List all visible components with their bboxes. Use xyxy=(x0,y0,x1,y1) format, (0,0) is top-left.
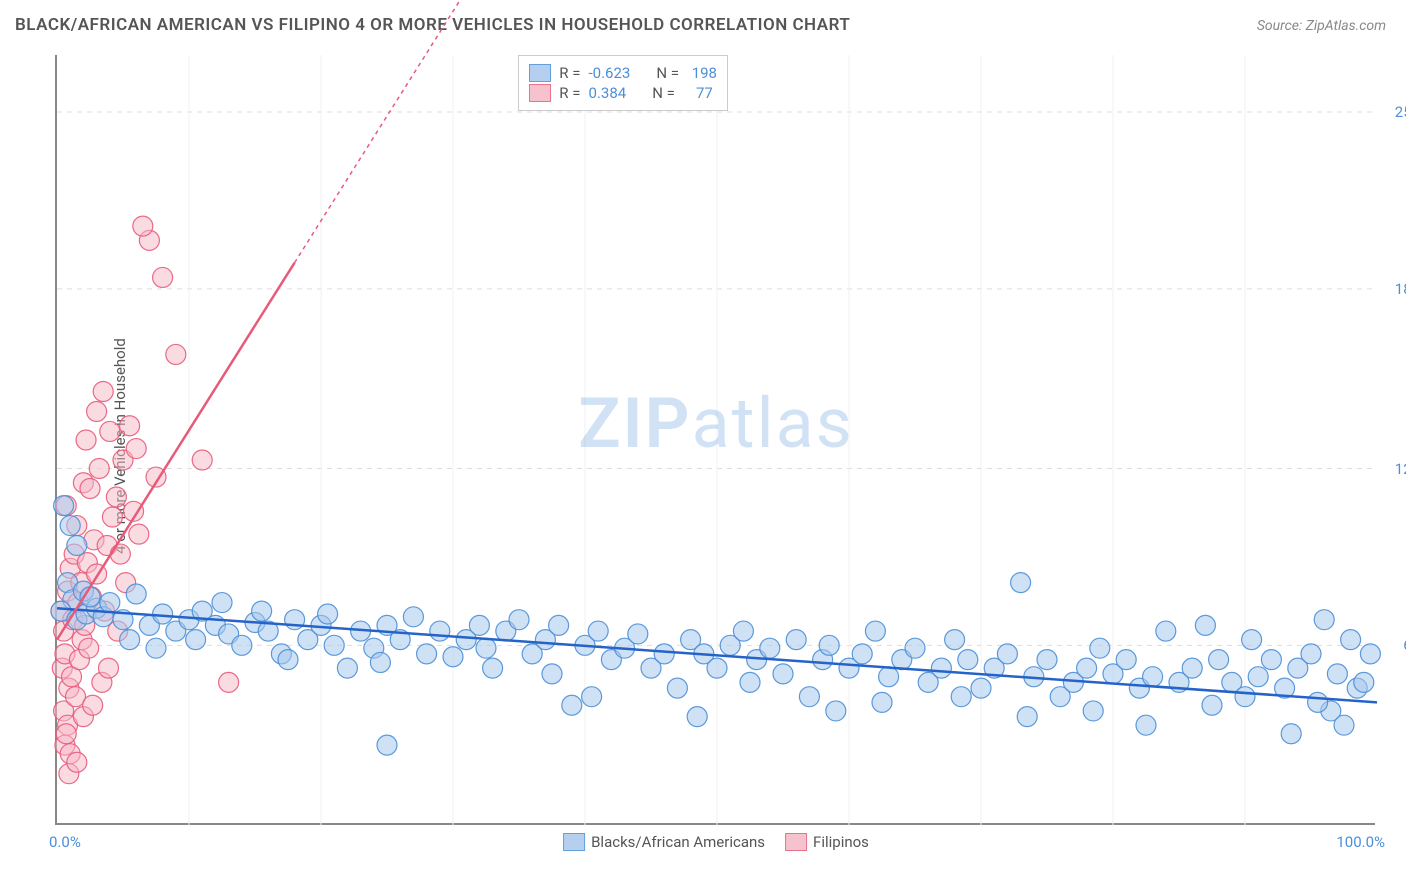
plot-area: ZIPatlas R = -0.623 N = 198 R = 0.384 N … xyxy=(55,55,1375,825)
stats-row-pink: R = 0.384 N = 77 xyxy=(529,84,717,102)
legend-item-pink: Filipinos xyxy=(785,833,869,851)
y-tick-label: 25.0% xyxy=(1380,103,1406,121)
x-tick-label: 0.0% xyxy=(49,833,81,851)
correlation-stats-box: R = -0.623 N = 198 R = 0.384 N = 77 xyxy=(518,55,728,111)
y-tick-label: 12.5% xyxy=(1380,460,1406,478)
source-attribution: Source: ZipAtlas.com xyxy=(1257,18,1386,34)
stats-swatch-pink xyxy=(529,84,551,102)
legend-swatch-pink xyxy=(785,833,807,851)
x-tick-label: 100.0% xyxy=(1336,833,1385,851)
y-tick-label: 6.3% xyxy=(1380,636,1406,654)
chart-title: BLACK/AFRICAN AMERICAN VS FILIPINO 4 OR … xyxy=(15,15,850,35)
legend-item-blue: Blacks/African Americans xyxy=(563,833,765,851)
stats-swatch-blue xyxy=(529,64,551,82)
stats-row-blue: R = -0.623 N = 198 xyxy=(529,64,717,82)
bottom-legend: Blacks/African Americans Filipinos xyxy=(563,833,869,851)
legend-swatch-blue xyxy=(563,833,585,851)
y-tick-label: 18.8% xyxy=(1380,280,1406,298)
scatter-svg xyxy=(57,55,1377,825)
